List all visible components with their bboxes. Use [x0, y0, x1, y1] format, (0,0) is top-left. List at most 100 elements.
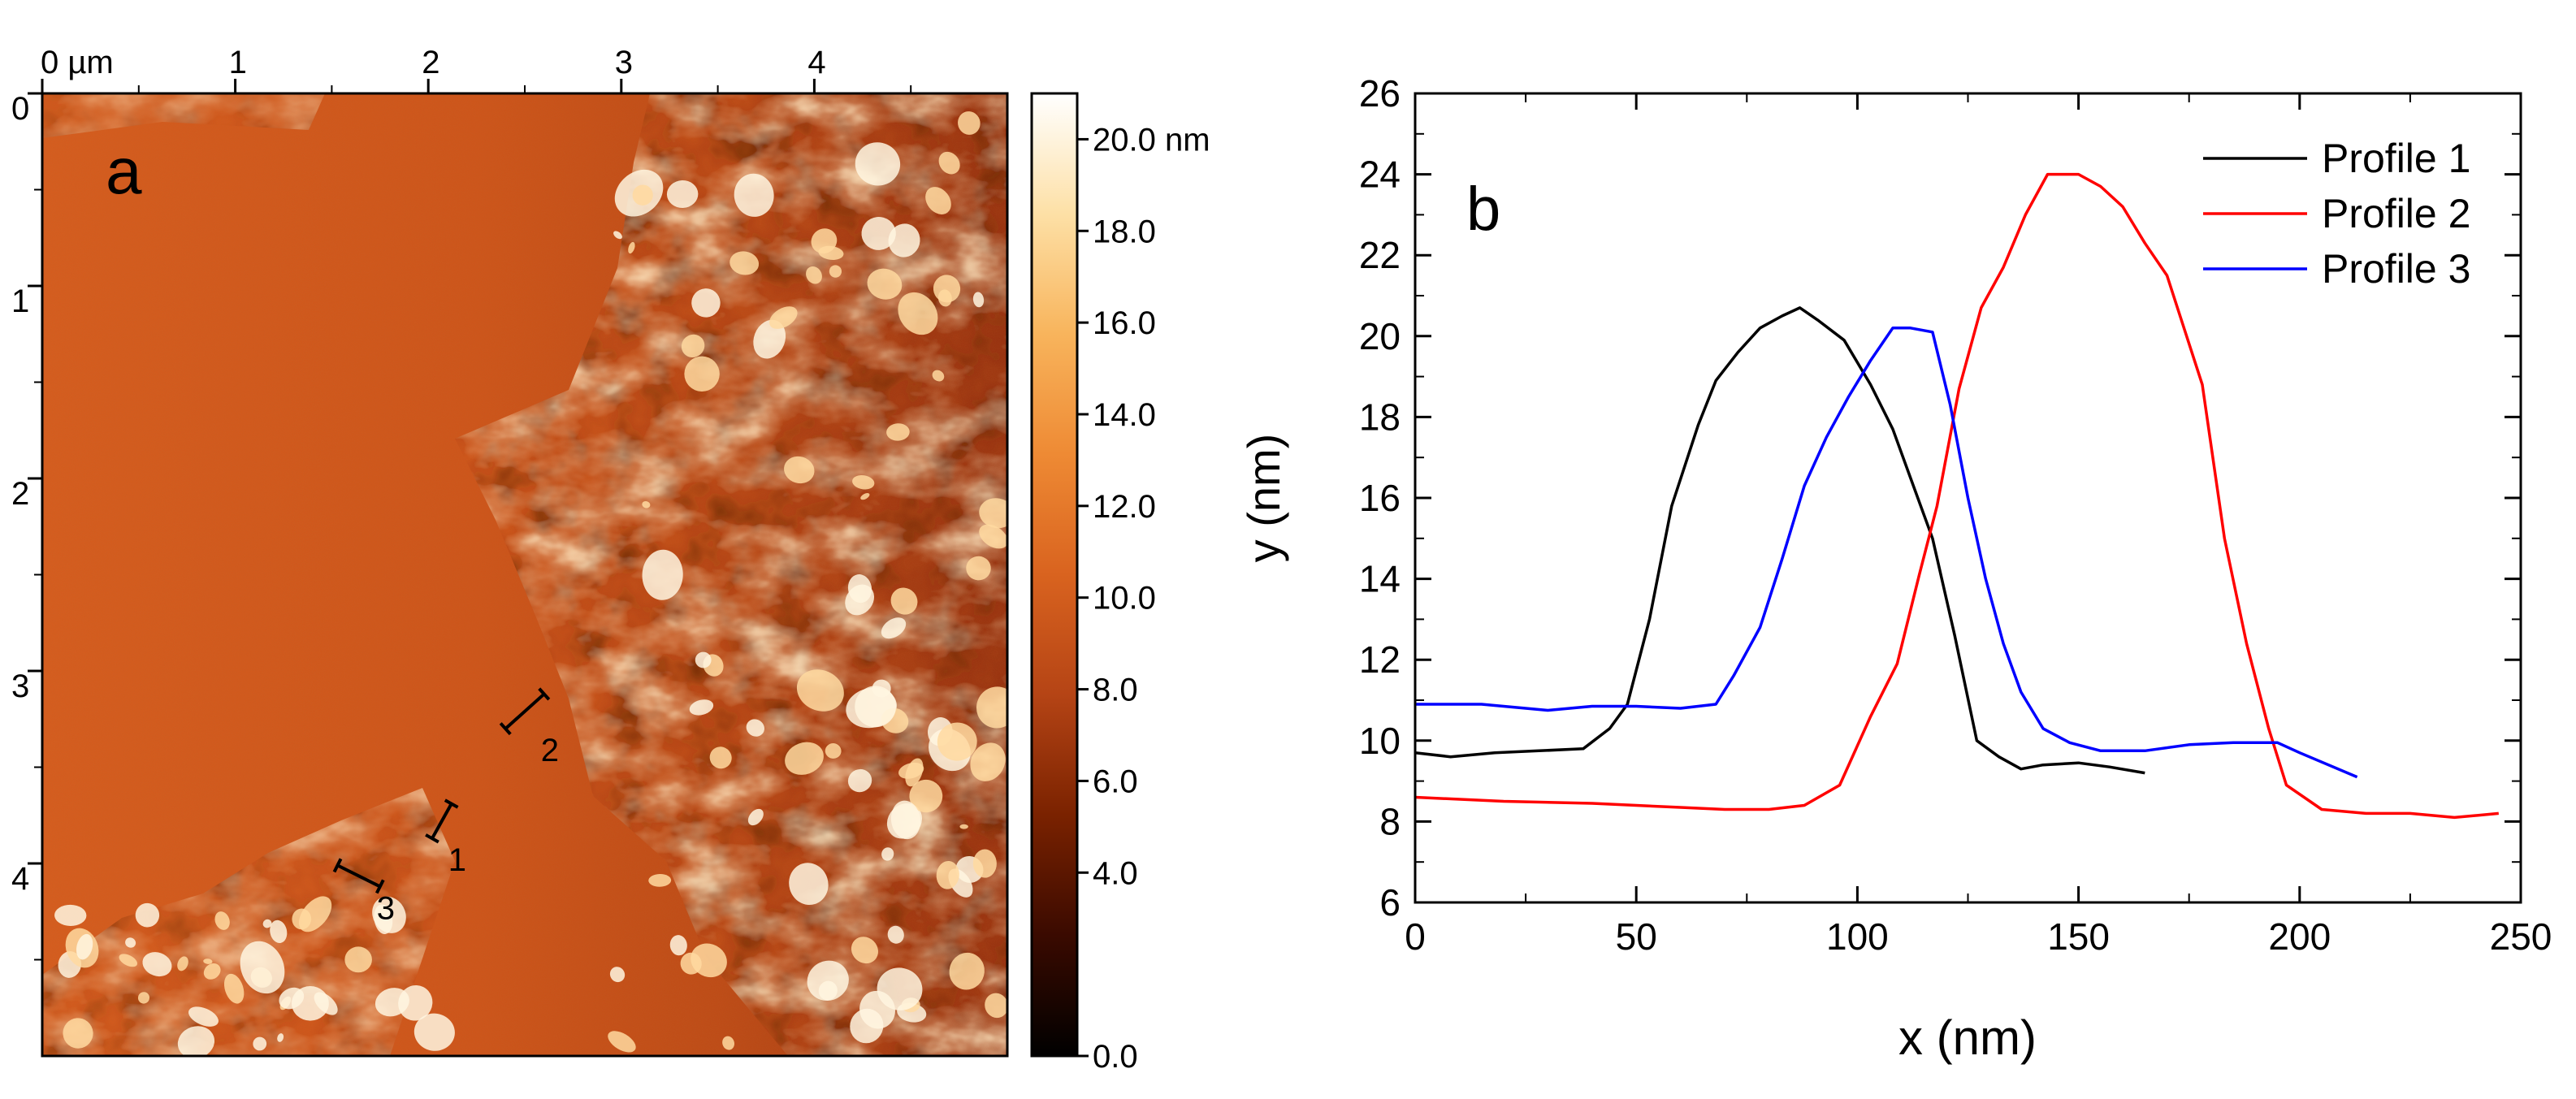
y-tick-label: 18: [1359, 396, 1401, 438]
afm-y-tick-label: 4: [11, 861, 29, 897]
afm-y-tick-label: 2: [11, 476, 29, 512]
legend-item: Profile 3: [2203, 246, 2470, 292]
afm-particle: [642, 500, 651, 508]
afm-particle: [852, 475, 875, 490]
afm-particle: [898, 292, 938, 335]
chart-y-axis: 6 8 10 12 14 16 18 20 22 24 26: [1359, 72, 2521, 924]
chart-series-lines: [1415, 172, 2499, 820]
afm-particle: [648, 874, 672, 887]
legend-item: Profile 2: [2203, 191, 2470, 236]
afm-particle: [608, 1031, 636, 1053]
y-tick-label: 12: [1359, 638, 1401, 681]
afm-particle: [855, 142, 901, 186]
profile-marker: 1: [425, 798, 466, 878]
series-line: [1415, 306, 2145, 775]
afm-particle: [177, 1026, 215, 1056]
afm-x-tick-label: 3: [615, 45, 633, 80]
afm-particle: [881, 617, 907, 639]
afm-particle: [669, 935, 687, 956]
series-line: [1415, 172, 2499, 820]
afm-particle: [932, 370, 945, 382]
y-tick-label: 20: [1359, 315, 1401, 357]
afm-particle: [970, 742, 1006, 781]
y-tick-label: 8: [1379, 800, 1401, 842]
legend-label: Profile 2: [2322, 191, 2470, 236]
y-axis-label: y (nm): [1238, 434, 1289, 563]
profile-marker-cap: [425, 833, 439, 844]
legend-item: Profile 1: [2203, 136, 2470, 181]
afm-particle: [936, 860, 959, 889]
afm-particle: [851, 937, 879, 964]
afm-particle: [730, 251, 760, 275]
afm-particle: [722, 1036, 735, 1050]
afm-particle: [734, 173, 774, 217]
afm-particle: [925, 187, 951, 214]
y-tick-label: 6: [1379, 881, 1401, 924]
afm-particle: [847, 768, 872, 793]
afm-particle: [240, 941, 285, 994]
x-tick-label: 100: [1826, 915, 1889, 958]
afm-particle: [979, 524, 1007, 549]
afm-particle: [806, 266, 822, 284]
afm-particle: [253, 1036, 267, 1051]
afm-particle: [54, 904, 87, 926]
afm-particle: [691, 943, 727, 978]
afm-particle: [938, 151, 960, 175]
afm-particle: [985, 993, 1007, 1019]
chart-legend: Profile 1 Profile 2 Profile 3: [2203, 136, 2470, 292]
colorbar-tick-label: 18.0: [1093, 214, 1156, 249]
profile-marker-cap: [374, 879, 385, 894]
profile-marker-cap: [444, 798, 459, 809]
colorbar-tick-label: 6.0: [1093, 764, 1138, 799]
afm-particle: [972, 849, 997, 878]
y-tick-label: 24: [1359, 154, 1401, 196]
afm-particle: [681, 334, 705, 358]
afm-particle: [666, 180, 699, 209]
afm-particle: [747, 808, 764, 826]
x-axis-label: x (nm): [1898, 1010, 2037, 1065]
afm-particle: [877, 967, 923, 1010]
afm-particle: [807, 960, 849, 1001]
afm-particle: [768, 306, 798, 329]
x-tick-label: 0: [1405, 915, 1426, 958]
afm-particle: [203, 963, 221, 980]
afm-particle: [753, 319, 786, 359]
afm-particle: [847, 574, 872, 604]
y-tick-label: 16: [1359, 477, 1401, 519]
chart-x-axis: 0 50 100 150 200 250: [1405, 93, 2552, 958]
afm-particle: [958, 111, 981, 135]
afm-particle: [784, 456, 815, 484]
profile-marker-label: 1: [448, 842, 466, 878]
afm-particle: [890, 587, 918, 615]
afm-particle: [850, 1008, 884, 1044]
afm-x-tick-label: 1: [229, 45, 247, 80]
afm-particle: [966, 556, 991, 581]
x-tick-label: 50: [1616, 915, 1657, 958]
profile-marker-label: 2: [541, 733, 559, 768]
afm-y-axis: 0 1 2 3 4: [11, 91, 42, 961]
afm-particle: [861, 217, 896, 250]
afm-particle: [933, 275, 961, 303]
afm-particle: [709, 746, 732, 769]
afm-particle: [135, 902, 160, 928]
afm-particle: [613, 231, 622, 240]
afm-particle: [746, 719, 764, 737]
afm-particle: [825, 743, 842, 759]
afm-particle: [277, 1033, 284, 1042]
afm-particle: [203, 958, 213, 964]
afm-particle: [888, 223, 920, 257]
afm-particle: [867, 268, 903, 300]
afm-y-tick-label: 1: [11, 283, 29, 319]
afm-particle: [119, 954, 138, 967]
afm-particle: [829, 265, 842, 278]
afm-particle: [684, 356, 720, 392]
profile-marker-line: [504, 692, 546, 730]
profile-marker-label: 3: [377, 890, 395, 926]
y-tick-label: 26: [1359, 72, 1401, 115]
afm-particle: [689, 699, 714, 716]
afm-particle: [76, 933, 93, 960]
afm-particle: [860, 493, 870, 500]
afm-particle: [937, 722, 977, 761]
afm-particle: [628, 241, 635, 254]
afm-particle: [881, 847, 894, 861]
